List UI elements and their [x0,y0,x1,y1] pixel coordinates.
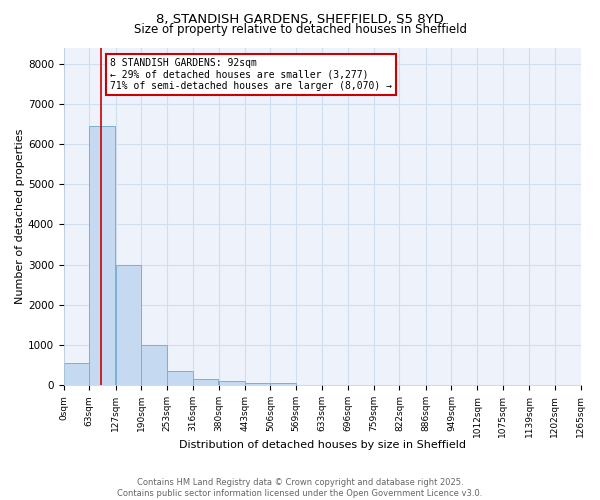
Bar [245,383,271,386]
Text: Contains HM Land Registry data © Crown copyright and database right 2025.
Contai: Contains HM Land Registry data © Crown c… [118,478,482,498]
Bar [219,382,245,386]
Bar [141,345,167,386]
Bar [64,364,89,386]
Y-axis label: Number of detached properties: Number of detached properties [15,128,25,304]
Bar [167,372,193,386]
Bar [193,378,218,386]
Text: 8 STANDISH GARDENS: 92sqm
← 29% of detached houses are smaller (3,277)
71% of se: 8 STANDISH GARDENS: 92sqm ← 29% of detac… [110,58,392,91]
Bar [271,384,296,386]
X-axis label: Distribution of detached houses by size in Sheffield: Distribution of detached houses by size … [179,440,466,450]
Bar [89,126,115,386]
Bar [116,264,141,386]
Text: Size of property relative to detached houses in Sheffield: Size of property relative to detached ho… [133,22,467,36]
Text: 8, STANDISH GARDENS, SHEFFIELD, S5 8YD: 8, STANDISH GARDENS, SHEFFIELD, S5 8YD [156,12,444,26]
